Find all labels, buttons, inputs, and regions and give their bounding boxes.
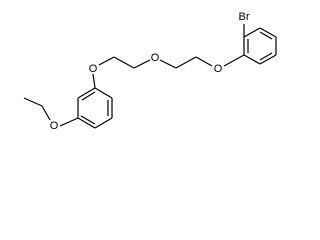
bond — [243, 54, 261, 65]
atom-label: O — [89, 63, 98, 75]
bond — [98, 56, 115, 66]
bond — [259, 54, 277, 65]
double-bond — [259, 52, 273, 61]
bond — [113, 56, 135, 69]
bond — [23, 97, 43, 107]
double-bond — [80, 115, 96, 125]
bond — [195, 56, 213, 67]
bond — [92, 73, 96, 89]
bond — [133, 59, 151, 69]
bond — [223, 54, 245, 67]
bonds — [23, 24, 277, 129]
atom-label: Br — [239, 11, 250, 23]
double-bond — [259, 31, 273, 40]
atom-label: O — [50, 120, 59, 132]
atom-label: O — [214, 63, 223, 75]
bond — [59, 117, 79, 127]
bond — [159, 59, 177, 69]
bond — [94, 87, 113, 99]
bond — [77, 117, 96, 129]
bond — [175, 56, 197, 69]
bond — [94, 117, 113, 129]
atom-label: O — [151, 52, 160, 64]
molecule-diagram: Br O O O O — [23, 11, 277, 132]
bond — [243, 27, 261, 38]
bond — [41, 105, 51, 121]
bond — [77, 87, 96, 99]
bond — [259, 27, 277, 38]
double-bond — [81, 91, 96, 101]
